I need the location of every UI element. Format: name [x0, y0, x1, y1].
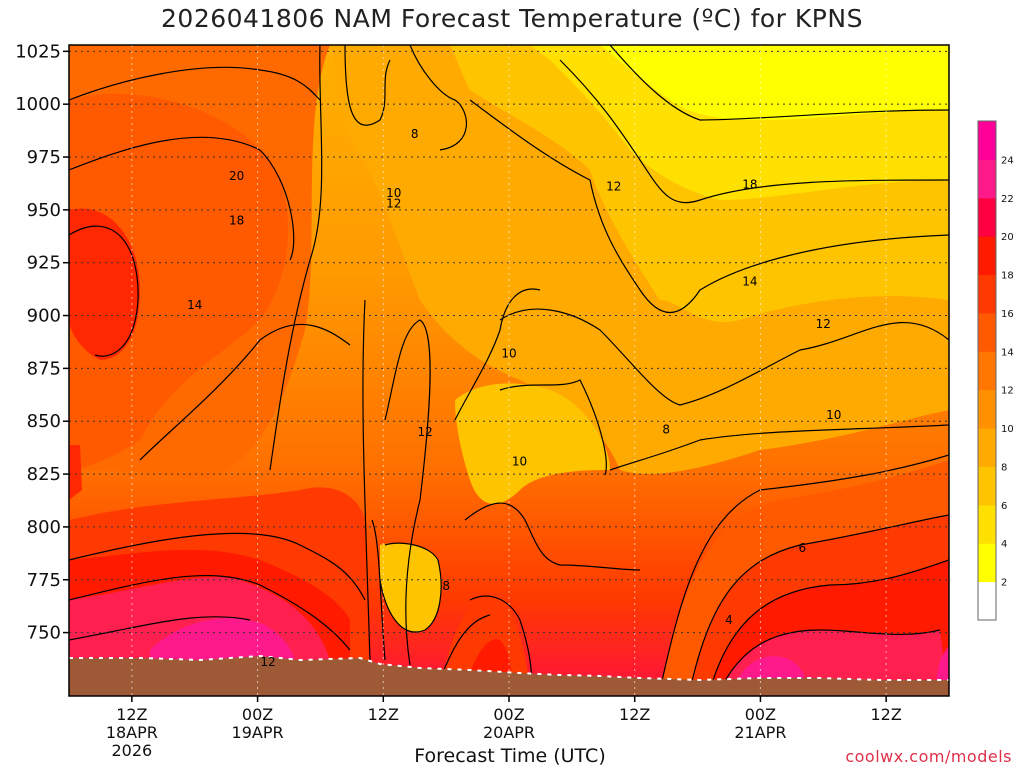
contour-label: 6: [799, 541, 807, 555]
colorbar-tick-label: 8: [1001, 462, 1007, 473]
x-axis-label: Forecast Time (UTC): [414, 745, 606, 767]
contour-label: 10: [826, 408, 841, 422]
colorbar-tick-label: 14: [1001, 347, 1014, 358]
x-tick-date: 21APR: [734, 723, 786, 742]
colorbar-tick-label: 18: [1001, 271, 1014, 282]
colorbar-tick-label: 2: [1001, 578, 1007, 589]
terrain-edge: [69, 654, 949, 682]
contour-label: 10: [386, 186, 401, 200]
y-tick-label: 775: [27, 570, 61, 591]
contour-label: 18: [229, 213, 244, 227]
contour-label: 12: [386, 197, 401, 211]
colorbar-tick-label: 12: [1001, 386, 1014, 397]
y-axis: 750 775 800 825 850 875 900 925 950 975 1000 1025: [15, 41, 69, 644]
contour-label: 8: [442, 579, 450, 593]
site-credit[interactable]: coolwx.com/models: [845, 747, 1012, 766]
contour-label: 10: [501, 347, 516, 361]
y-tick-label: 750: [27, 623, 61, 644]
contour-label: 12: [418, 425, 433, 439]
colorbar-segment: [978, 159, 996, 199]
colorbar-tick-label: 20: [1001, 232, 1014, 243]
colorbar-segment: [978, 504, 996, 544]
y-tick-label: 1025: [15, 41, 61, 62]
gridlines: [69, 45, 949, 696]
y-tick-label: 800: [27, 517, 61, 538]
contour-label: 14: [742, 275, 757, 289]
chart-title: 2026041806 NAM Forecast Temperature (ºC)…: [161, 4, 863, 33]
colorbar-tick-label: 16: [1001, 309, 1014, 320]
y-tick-label: 875: [27, 358, 61, 379]
x-tick-label: 00Z: [745, 705, 776, 724]
x-tick-label: 12Z: [870, 705, 901, 724]
x-tick-year: 2026: [111, 741, 152, 760]
colorbar-frame: [977, 120, 997, 621]
contour-label: 20: [229, 169, 244, 183]
colorbar-tick-label: 10: [1001, 424, 1014, 435]
colorbar-segment: [978, 236, 996, 276]
x-tick-date: 19APR: [232, 723, 284, 742]
contour-label: 18: [742, 178, 757, 192]
colorbar-segment: [978, 428, 996, 467]
y-tick-label: 1000: [15, 94, 61, 115]
y-tick-label: 900: [27, 306, 61, 327]
x-tick-date: 18APR: [106, 723, 158, 742]
colorbar-segment: [978, 351, 996, 391]
x-tick-label: 00Z: [493, 705, 524, 724]
x-tick-label: 12Z: [368, 705, 399, 724]
colorbar-tick-label: 22: [1001, 194, 1014, 205]
y-tick-label: 850: [27, 411, 61, 432]
colorbar-segment: [978, 197, 996, 237]
y-tick-label: 925: [27, 253, 61, 274]
contour-label: 12: [816, 317, 831, 331]
contour-label: 14: [187, 298, 202, 312]
contour-label: 8: [662, 423, 670, 437]
colorbar-tick-label: 24: [1001, 155, 1014, 166]
contour-label: 4: [725, 613, 733, 627]
contour-label: 12: [260, 655, 275, 669]
y-tick-label: 825: [27, 464, 61, 485]
x-tick-label: 12Z: [619, 705, 650, 724]
x-tick-label: 00Z: [242, 705, 273, 724]
y-tick-label: 950: [27, 200, 61, 221]
colorbar-segment: [978, 312, 996, 352]
colorbar-segment: [978, 274, 996, 314]
x-tick-label: 12Z: [116, 705, 147, 724]
colorbar-segment: [978, 389, 996, 429]
contour-label: 12: [606, 180, 621, 194]
contour-label: 8: [411, 127, 419, 141]
colorbar-segment: [978, 121, 996, 160]
colorbar-tick-label: 6: [1001, 501, 1007, 512]
colorbar-tick-label: 4: [1001, 539, 1007, 550]
y-tick-label: 975: [27, 147, 61, 168]
colorbar-segment: [978, 581, 996, 621]
x-tick-date: 20APR: [483, 723, 535, 742]
colorbar-segment: [978, 543, 996, 583]
colorbar-segment: [978, 466, 996, 506]
contour-label: 10: [512, 454, 527, 468]
contour-lines: [69, 45, 949, 691]
